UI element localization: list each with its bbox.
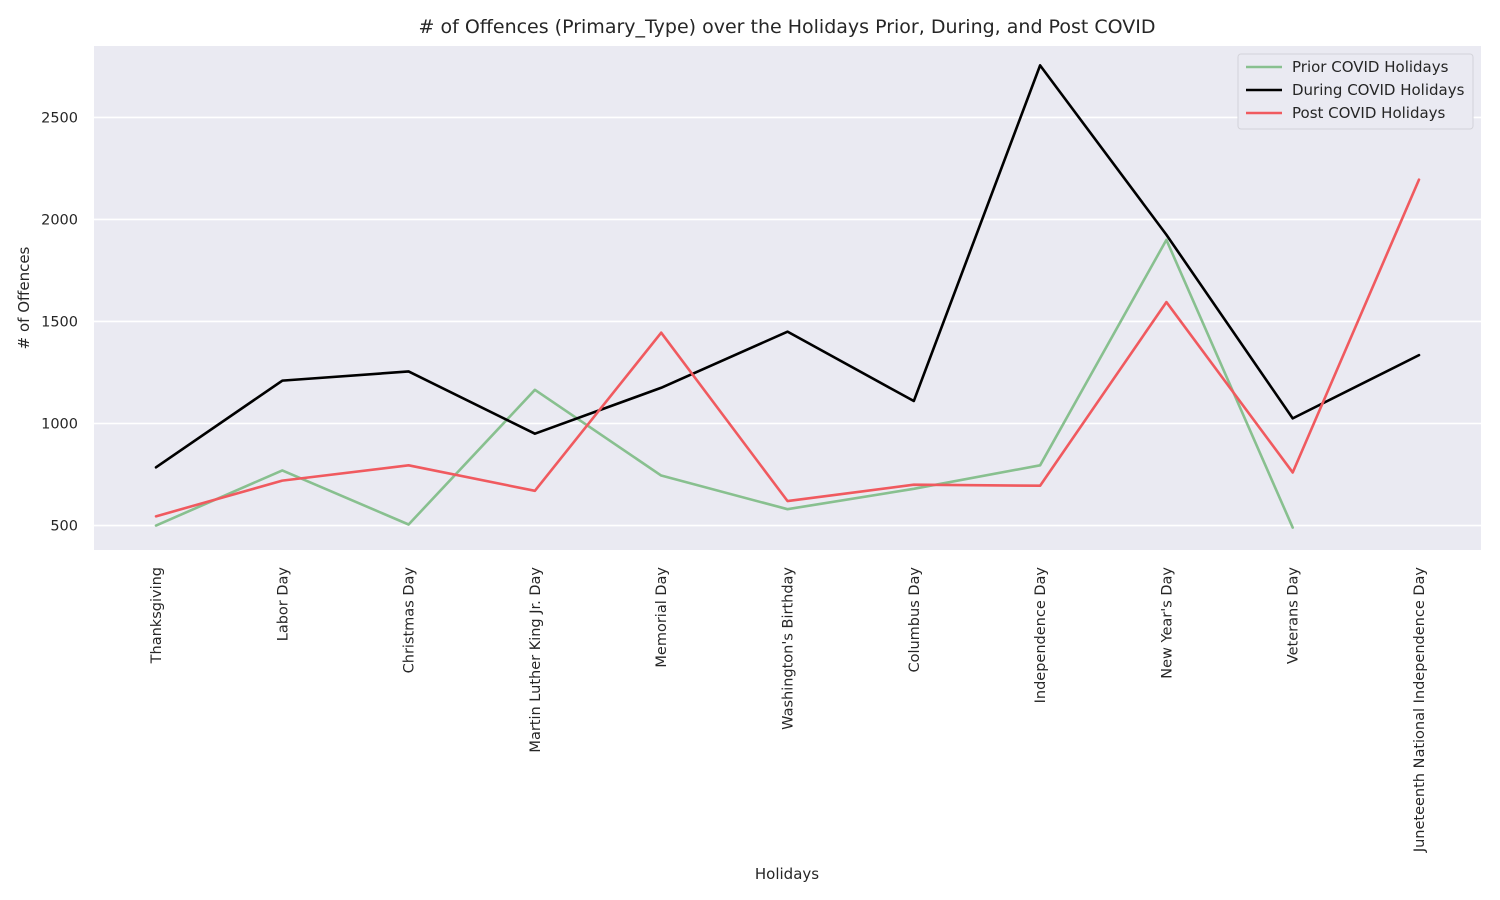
x-tick-label: Thanksgiving	[149, 567, 165, 664]
series-line-1	[154, 64, 1421, 469]
x-tick-label: Independence Day	[1033, 567, 1049, 704]
x-tick-label: Christmas Day	[402, 567, 418, 674]
gridlines	[94, 116, 1481, 527]
y-axis-ticks: 500 1000 1500 2000 2500	[41, 110, 78, 534]
legend-entry-label: Post COVID Holidays	[1292, 104, 1446, 122]
y-tick-label: 1500	[41, 314, 78, 330]
x-tick-label: Martin Luther King Jr. Day	[528, 567, 544, 753]
x-tick-label: Labor Day	[275, 567, 291, 642]
x-axis-ticks: Thanksgiving Labor Day Christmas Day Martin…	[149, 567, 1428, 854]
series-line-2	[154, 178, 1421, 518]
legend-box	[1237, 53, 1474, 130]
y-axis-label: # of Offences	[15, 246, 33, 349]
x-tick-label: Columbus Day	[907, 567, 923, 673]
x-tick-label: Veterans Day	[1286, 567, 1302, 665]
x-tick-label: Washington's Birthday	[781, 567, 797, 730]
y-tick-label: 2000	[41, 212, 78, 228]
x-tick-label: New Year's Day	[1159, 567, 1175, 679]
series-line-0	[154, 238, 1294, 529]
y-tick-label: 1000	[41, 416, 78, 432]
legend-entry-label: Prior COVID Holidays	[1292, 58, 1449, 76]
x-tick-label: Memorial Day	[654, 567, 670, 668]
y-tick-label: 2500	[41, 110, 78, 126]
x-axis-label: Holidays	[755, 865, 819, 883]
plot-area	[94, 46, 1481, 550]
series-lines	[154, 64, 1421, 529]
x-tick-label: Juneteenth National Independence Day	[1412, 567, 1428, 854]
legend-entry-label: During COVID Holidays	[1292, 81, 1465, 99]
y-tick-label: 500	[50, 519, 78, 535]
chart-title: # of Offences (Primary_Type) over the Ho…	[419, 16, 1156, 38]
legend: Prior COVID Holidays During COVID Holiday…	[1237, 53, 1474, 130]
